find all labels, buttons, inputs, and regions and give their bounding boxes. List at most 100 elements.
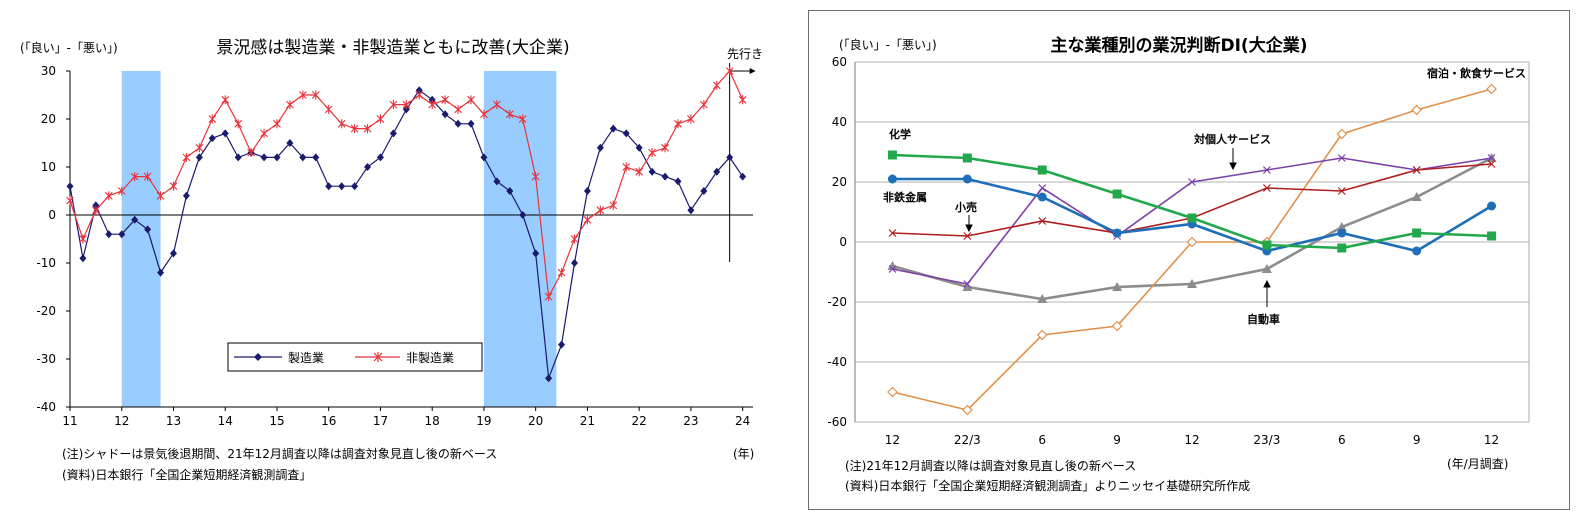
left-series-0-point-8 (169, 249, 177, 258)
left-series-1-point-21 (337, 119, 346, 129)
left-y-tick-label-2: 10 (41, 160, 56, 174)
left-series-0-point-12 (221, 129, 229, 138)
left-series-0-point-43 (622, 129, 630, 138)
left-series-1-point-48 (687, 114, 695, 124)
right-x-tick-label-0: 12 (885, 433, 900, 447)
right-series-1-point-3 (1112, 228, 1122, 238)
right-series-5-point-6 (1336, 128, 1348, 140)
left-series-0-point-26 (402, 105, 410, 114)
series-annotations: 化学 非鉄金属 小売 対個人サービス 自動車 宿泊・飲食サービス (883, 66, 1526, 326)
left-series-0-point-4 (118, 230, 126, 239)
right-series-2-point-0 (888, 229, 897, 237)
left-series-0-point-32 (480, 153, 488, 162)
right-chart-title: 主な業種別の業況判断DI(大企業) (1051, 35, 1308, 56)
label-nonferrous-metals: 非鉄金属 (883, 190, 927, 204)
left-series-0-point-21 (338, 182, 346, 191)
left-series-0-point-0 (66, 182, 74, 191)
right-series-1-point-0 (887, 174, 897, 184)
left-series-0-point-31 (467, 119, 475, 128)
right-x-tick-label-1: 22/3 (954, 433, 981, 447)
left-series-1-point-37 (544, 292, 553, 302)
left-series-0-point-41 (596, 143, 604, 152)
left-series-1-point-10 (195, 143, 204, 153)
right-chart-note: (注)21年12月調査以降は調査対象見直し後の新ベース (845, 458, 1136, 473)
right-series-0-point-6 (1337, 243, 1347, 253)
right-series-0-point-0 (887, 150, 897, 160)
right-y-tick-label-0: 60 (832, 55, 847, 69)
right-x-tick-label-4: 12 (1184, 433, 1199, 447)
left-y-tick-label-5: -20 (36, 304, 56, 318)
label-personal-services: 対個人サービス (1193, 132, 1271, 146)
left-series-0-point-5 (131, 215, 139, 224)
left-series-1-point-45 (648, 148, 656, 158)
right-series-0-point-8 (1487, 231, 1497, 241)
left-series-1-point-8 (169, 181, 178, 191)
arrow-personal-services-head (1229, 162, 1237, 171)
label-retail: 小売 (954, 200, 977, 214)
right-series-3-point-1 (963, 280, 972, 288)
left-series-1-point-30 (454, 104, 462, 114)
left-series-0-point-47 (674, 177, 682, 186)
left-series-1-point-41 (596, 205, 605, 215)
right-series-3-point-2 (1038, 184, 1047, 192)
left-series-0-point-52 (739, 172, 747, 181)
right-series-3-point-5 (1262, 166, 1271, 174)
left-series-1-point-12 (221, 95, 230, 105)
left-series-0-point-1 (79, 254, 87, 263)
left-series-0-point-17 (286, 139, 294, 147)
right-series-3-point-4 (1188, 178, 1196, 186)
left-series-1-point-17 (286, 100, 294, 110)
left-x-tick-label-1: 12 (114, 414, 129, 428)
left-series-1-point-25 (389, 100, 398, 110)
right-series-5-point-2 (1036, 329, 1048, 341)
left-series-0-point-28 (428, 95, 436, 104)
left-series-0-point-40 (583, 187, 591, 195)
left-series-1-point-0 (66, 196, 74, 206)
left-chart-note: (注)シャドーは景気後退期間、21年12月調査以降は調査対象見直し後の新ベース (62, 446, 497, 461)
right-series-4-point-2 (1037, 294, 1048, 303)
recession-shading (121, 71, 557, 407)
left-series-0-point-45 (648, 167, 656, 176)
right-series-1-point-7 (1412, 246, 1422, 256)
right-series-4-point-5 (1261, 264, 1272, 273)
label-accommodation-food-services: 宿泊・飲食サービス (1427, 66, 1526, 80)
arrow-retail-head (965, 224, 973, 233)
right-chart-panel: 主な業種別の業況判断DI(大企業) (「良い」-「悪い」) (年/月調査) (注… (808, 10, 1570, 510)
right-series-5-point-4 (1186, 236, 1198, 248)
left-series-1-point-22 (350, 124, 359, 134)
right-y-tick-label-2: 20 (832, 175, 847, 189)
right-axes: 60 40 20 0 -20 -40 -60 12 22/3 6 9 12 23/3 6 9 12 (827, 55, 1530, 447)
forecast-label: 先行き (727, 47, 763, 61)
left-series-1-point-5 (130, 172, 139, 182)
right-series-1-point-6 (1337, 228, 1347, 238)
left-series-0-point-44 (635, 143, 643, 152)
left-x-tick-label-3: 14 (218, 414, 233, 428)
left-series-0-point-16 (273, 153, 281, 162)
label-automobiles: 自動車 (1247, 312, 1280, 326)
right-series-3-point-0 (888, 265, 897, 273)
right-series-line-0 (892, 153, 1492, 250)
left-chart-title: 景況感は製造業・非製造業ともに改善(大企業) (216, 38, 569, 58)
left-series-1-point-15 (260, 128, 268, 138)
left-series-0-point-22 (351, 182, 359, 191)
right-series-4-point-1 (962, 282, 973, 291)
left-series-0-point-15 (260, 153, 268, 162)
left-series-0-point-34 (506, 187, 514, 195)
left-series-1-point-31 (467, 95, 475, 105)
left-series-0-point-24 (376, 153, 384, 162)
left-x-tick-label-7: 18 (425, 414, 440, 428)
left-series-1-point-20 (324, 104, 333, 114)
left-series-0-point-18 (299, 153, 307, 162)
right-series-2-point-8 (1487, 160, 1496, 168)
left-x-tick-label-8: 19 (476, 414, 491, 428)
left-series (66, 66, 747, 383)
left-y-tick-label-3: 0 (48, 208, 56, 222)
left-x-tick-label-13: 24 (735, 414, 750, 428)
left-series-1-point-43 (622, 162, 631, 172)
left-x-tick-label-10: 21 (580, 414, 595, 428)
left-y-tick-label-4: -10 (36, 256, 56, 270)
left-series-1-point-28 (428, 100, 437, 110)
right-chart-svg: 主な業種別の業況判断DI(大企業) (「良い」-「悪い」) (年/月調査) (注… (827, 35, 1530, 493)
right-series (887, 83, 1497, 416)
left-series-0-point-46 (661, 172, 669, 181)
